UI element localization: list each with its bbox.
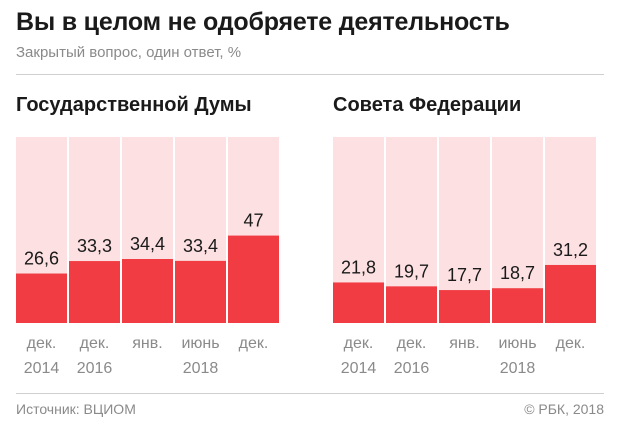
bar-duma: [122, 259, 173, 323]
data-label-duma: 33,3: [77, 236, 112, 256]
data-label-duma: 47: [243, 211, 263, 231]
data-label-duma: 34,4: [130, 234, 165, 254]
bar-federation-council: [333, 282, 384, 323]
x-tick-label-duma: 2014: [24, 360, 60, 377]
x-tick-label-federation-council: дек.: [397, 335, 427, 352]
x-tick-label-duma: дек.: [27, 335, 57, 352]
bar-federation-council: [492, 288, 543, 323]
bar-duma: [69, 261, 120, 323]
bar-federation-council: [386, 286, 437, 323]
chart-subtitle: Закрытый вопрос, один ответ, %: [16, 44, 242, 61]
data-label-federation-council: 19,7: [394, 261, 429, 281]
data-label-duma: 26,6: [24, 249, 59, 269]
x-tick-label-federation-council: июнь: [498, 335, 536, 352]
data-label-federation-council: 21,8: [341, 257, 376, 277]
x-tick-label-federation-council: 2018: [500, 360, 536, 377]
source-note: Источник: ВЦИОМ: [16, 401, 136, 417]
data-label-duma: 33,4: [183, 236, 218, 256]
data-label-federation-council: 31,2: [553, 240, 588, 260]
bar-federation-council: [545, 264, 596, 323]
copyright-credit: © РБК, 2018: [524, 401, 604, 417]
bar-federation-council: [439, 290, 490, 323]
bar-duma: [16, 273, 67, 323]
x-tick-label-federation-council: дек.: [556, 335, 586, 352]
bar-duma: [228, 235, 279, 323]
panel-title-duma: Государственной Думы: [16, 94, 252, 116]
data-label-federation-council: 18,7: [500, 263, 535, 283]
x-tick-label-duma: дек.: [239, 335, 269, 352]
bottom-divider: [16, 393, 604, 394]
x-tick-label-duma: 2018: [183, 360, 219, 377]
panel-title-federation-council: Совета Федерации: [333, 94, 522, 116]
top-divider: [16, 74, 604, 75]
x-tick-label-federation-council: 2016: [394, 360, 430, 377]
x-tick-label-duma: июнь: [181, 335, 219, 352]
chart-title: Вы в целом не одобряете деятельность: [16, 8, 510, 36]
bar-duma: [175, 260, 226, 323]
x-tick-label-federation-council: янв.: [449, 335, 479, 352]
x-tick-label-duma: 2016: [77, 360, 113, 377]
x-tick-label-duma: дек.: [80, 335, 110, 352]
x-tick-label-federation-council: дек.: [344, 335, 374, 352]
x-tick-label-federation-council: 2014: [341, 360, 377, 377]
x-tick-label-duma: янв.: [132, 335, 162, 352]
data-label-federation-council: 17,7: [447, 265, 482, 285]
